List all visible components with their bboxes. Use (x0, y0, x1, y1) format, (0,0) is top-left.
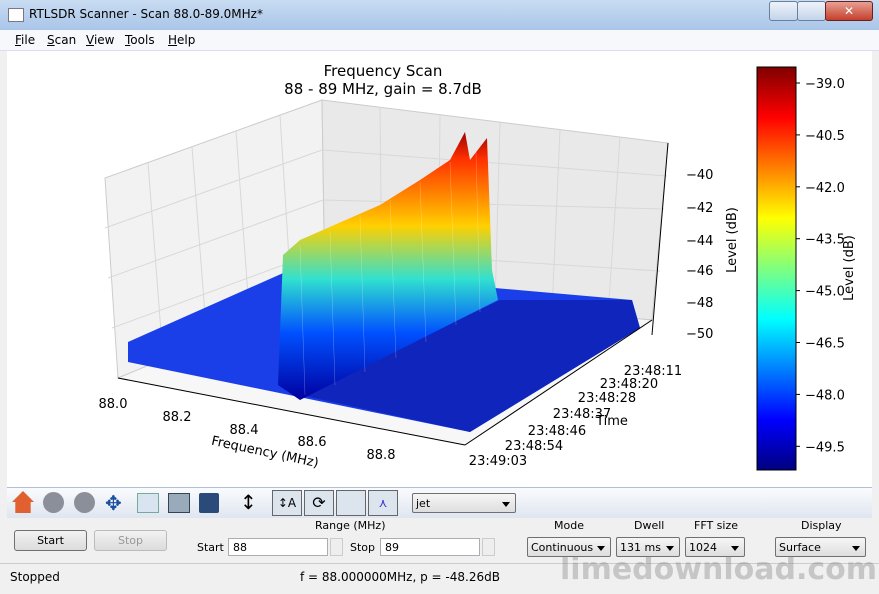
status-state: Stopped (10, 570, 60, 584)
colorbar-tick-label: −39.0 (805, 77, 845, 92)
colorbar (756, 66, 797, 471)
colormap-select[interactable]: jet (412, 493, 516, 513)
back-button[interactable] (43, 492, 64, 513)
fft-label: FFT size (694, 519, 739, 532)
x-tick-label: 88.2 (163, 410, 192, 425)
grid-button[interactable] (336, 490, 366, 516)
z-tick-label: −46 (686, 264, 713, 279)
plot-canvas: Frequency Scan 88 - 89 MHz, gain = 8.7dB… (7, 51, 872, 487)
configure-button[interactable] (137, 493, 159, 513)
surface-mesh (299, 151, 481, 396)
menu-bar: File Scan View Tools Help (0, 30, 879, 51)
menu-item[interactable]: Scan (47, 33, 77, 47)
dwell-label: Dwell (634, 519, 665, 532)
plot-title: Frequency Scan (324, 62, 443, 80)
status-readout: f = 88.000000MHz, p = -48.26dB (300, 570, 500, 584)
x-axis-line (117, 377, 466, 446)
subplots-button[interactable] (168, 493, 190, 513)
menu-item[interactable]: Tools (125, 33, 155, 47)
colorbar-tick-label: −40.5 (805, 129, 845, 144)
x-tick-label: 88.0 (99, 397, 128, 412)
z-tick-label: −50 (686, 327, 713, 342)
colorbar-tick-label: −42.0 (805, 181, 845, 196)
menu-item[interactable]: Help (168, 33, 196, 47)
close-button[interactable]: ✕ (825, 1, 873, 21)
z-tick-label: −42 (686, 201, 713, 216)
toolbar: ✥ ↕ ↕A ⟳ ⋏ jet (7, 487, 872, 518)
mode-select[interactable]: Continuous (527, 537, 611, 557)
colorbar-tick-label: −48.0 (805, 388, 845, 403)
menu-item[interactable]: View (86, 33, 115, 47)
window-title: RTLSDR Scanner - Scan 88.0-89.0MHz* (29, 7, 263, 21)
x-tick-label: 88.4 (230, 423, 259, 438)
y-axis-label: Time (595, 414, 628, 429)
x-tick-label: 88.8 (367, 448, 396, 463)
z-tick-label: −40 (686, 168, 713, 183)
surface-base-shadow (300, 300, 640, 432)
y-tick-label: 23:48:11 (624, 364, 682, 379)
menu-item[interactable]: File (15, 33, 36, 47)
colorbar-tick-label: −46.5 (805, 337, 845, 352)
x-tick-label: 88.6 (298, 435, 327, 450)
display-select[interactable]: Surface (775, 537, 866, 557)
status-bar: Stopped f = 88.000000MHz, p = -48.26dB l… (0, 552, 879, 594)
colorbar-tick-label: −45.0 (805, 285, 845, 300)
z-tick-label: −44 (686, 234, 713, 249)
forward-button[interactable] (74, 492, 95, 513)
watermark: limedownload.com (560, 552, 877, 587)
start-button[interactable]: Start (14, 530, 87, 551)
stop-label: Stop (350, 541, 376, 554)
colorbar-tick-label: −49.5 (805, 440, 845, 455)
title-bar: RTLSDR Scanner - Scan 88.0-89.0MHz* ✕ (0, 0, 879, 30)
y-tick-label: 23:48:37 (553, 407, 611, 422)
y-tick-label: 23:48:54 (505, 439, 563, 454)
y-axis-line (464, 319, 653, 446)
surface-peak (278, 132, 498, 400)
pan-button[interactable]: ✥ (105, 491, 122, 515)
refresh-button[interactable]: ⟳ (304, 490, 334, 516)
y-tick-label: 23:49:03 (469, 454, 527, 469)
app-icon (8, 8, 24, 22)
start-label: Start (197, 541, 224, 554)
colorbar-tick-label: −43.5 (805, 233, 845, 248)
stop-button: Stop (94, 530, 167, 551)
start-spinner[interactable] (330, 538, 343, 556)
z-axis-label: Level (dB) (725, 207, 740, 273)
peak-button[interactable]: ⋏ (368, 490, 398, 516)
mode-label: Mode (554, 519, 584, 532)
dwell-select[interactable]: 131 ms (616, 537, 680, 557)
y-tick-label: 23:48:46 (528, 424, 586, 439)
start-input[interactable]: 88 (228, 538, 328, 556)
stop-input[interactable]: 89 (380, 538, 480, 556)
range-button[interactable]: ↕ (240, 490, 257, 514)
range-label: Range (MHz) (315, 519, 386, 532)
maximize-button[interactable] (797, 1, 826, 21)
fft-select[interactable]: 1024 (685, 537, 745, 557)
plot-subtitle: 88 - 89 MHz, gain = 8.7dB (284, 80, 482, 98)
z-tick-label: −48 (686, 296, 713, 311)
minimize-button[interactable] (769, 1, 798, 21)
home-button[interactable] (12, 491, 34, 513)
y-tick-label: 23:48:28 (578, 391, 636, 406)
display-label: Display (801, 519, 842, 532)
save-button[interactable] (199, 493, 219, 513)
autoscale-button[interactable]: ↕A (272, 490, 302, 516)
z-axis-line (651, 142, 669, 336)
colorbar-label: Level (dB) (842, 235, 857, 301)
stop-spinner[interactable] (482, 538, 495, 556)
y-tick-label: 23:48:20 (600, 377, 658, 392)
